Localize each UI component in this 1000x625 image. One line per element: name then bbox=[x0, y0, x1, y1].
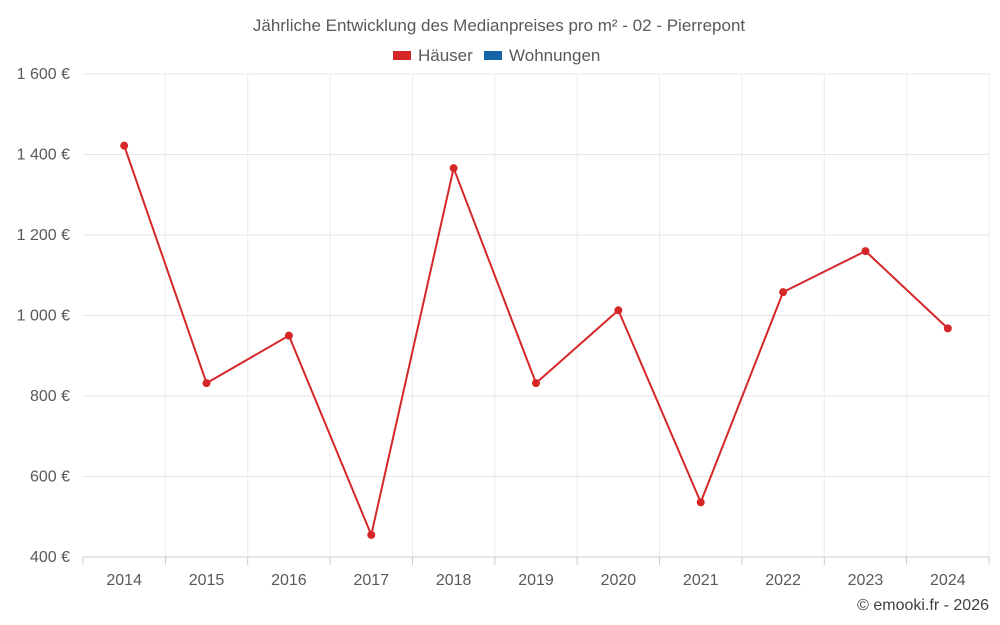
x-tick-label: 2014 bbox=[106, 572, 142, 589]
data-point[interactable] bbox=[614, 306, 623, 315]
x-tick-label: 2023 bbox=[848, 572, 884, 589]
data-point[interactable] bbox=[696, 498, 705, 507]
data-point[interactable] bbox=[202, 379, 211, 388]
x-tick-label: 2017 bbox=[353, 572, 389, 589]
data-point[interactable] bbox=[861, 247, 870, 256]
chart-title: Jährliche Entwicklung des Medianpreises … bbox=[253, 16, 746, 35]
x-tick-label: 2018 bbox=[436, 572, 472, 589]
series-houses bbox=[120, 141, 952, 539]
data-point[interactable] bbox=[943, 324, 952, 333]
y-tick-label: 1 600 € bbox=[17, 66, 70, 83]
data-point[interactable] bbox=[367, 530, 376, 539]
y-tick-label: 400 € bbox=[30, 549, 70, 566]
y-axis: 1 600 € 1 400 € 1 200 € 1 000 € 800 € 600 € 40… bbox=[17, 66, 70, 566]
data-point[interactable] bbox=[449, 164, 458, 173]
y-tick-label: 1 000 € bbox=[17, 308, 70, 325]
x-tick-label: 2021 bbox=[683, 572, 719, 589]
credit-text: © emooki.fr - 2026 bbox=[857, 597, 989, 614]
data-point[interactable] bbox=[120, 141, 129, 150]
x-tick-label: 2016 bbox=[271, 572, 307, 589]
legend-label-apartments: Wohnungen bbox=[509, 46, 600, 65]
legend-item-houses[interactable]: Häuser bbox=[393, 46, 473, 65]
x-tick-label: 2020 bbox=[601, 572, 637, 589]
y-tick-label: 1 400 € bbox=[17, 147, 70, 164]
y-tick-label: 800 € bbox=[30, 388, 70, 405]
legend: Häuser Wohnungen bbox=[393, 46, 600, 65]
legend-swatch-houses bbox=[393, 51, 411, 60]
grid-lines bbox=[83, 73, 990, 557]
x-axis: 2014 2015 2016 2017 2018 2019 2020 2021 2022 2023… bbox=[82, 556, 990, 589]
x-tick-label: 2024 bbox=[930, 572, 966, 589]
y-tick-label: 1 200 € bbox=[17, 227, 70, 244]
x-tick-label: 2019 bbox=[518, 572, 554, 589]
legend-item-apartments[interactable]: Wohnungen bbox=[484, 46, 600, 65]
x-tick-label: 2022 bbox=[765, 572, 801, 589]
data-point[interactable] bbox=[284, 331, 293, 340]
data-point[interactable] bbox=[532, 379, 540, 388]
y-tick-label: 600 € bbox=[30, 469, 70, 486]
x-tick-label: 2015 bbox=[189, 572, 225, 589]
legend-swatch-apartments bbox=[484, 51, 502, 60]
legend-label-houses: Häuser bbox=[418, 46, 473, 65]
data-point[interactable] bbox=[779, 288, 788, 297]
